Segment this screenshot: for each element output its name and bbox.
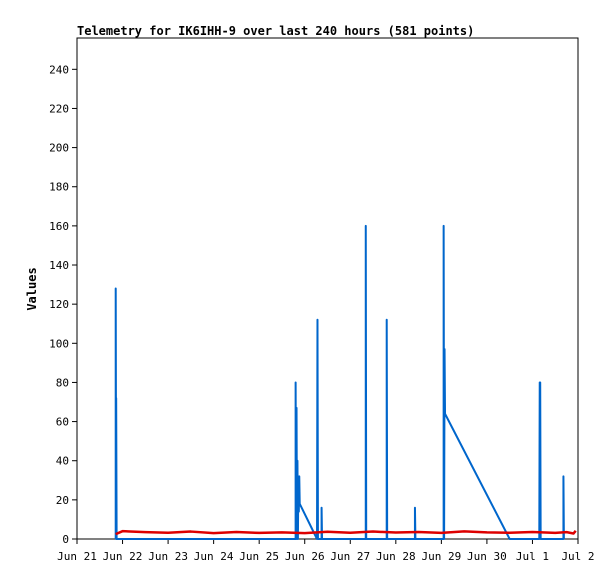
x-tick-label: Jun 21 (57, 550, 97, 563)
x-tick-label: Jun 26 (285, 550, 325, 563)
series-line-1 (114, 224, 565, 540)
x-tick-label: Jul 1 (516, 550, 549, 563)
x-tick-label: Jul 2 (561, 550, 594, 563)
plot-frame (76, 37, 579, 540)
y-tick-label: 240 (49, 63, 69, 76)
x-axis: Jun 21 Jun 22 Jun 23 Jun 24 Jun 25 Jun 26 Jun … (57, 539, 595, 563)
series-line-2 (115, 529, 577, 536)
y-tick-label: 140 (49, 259, 69, 272)
x-tick-label: Jun 25 (239, 550, 279, 563)
y-axis: 0 20 40 60 80 100 120 140 160 180 200 220 240 (49, 63, 77, 546)
y-tick-label: 100 (49, 337, 69, 350)
x-tick-label: Jun 23 (148, 550, 188, 563)
y-tick-label: 120 (49, 298, 69, 311)
y-tick-label: 200 (49, 142, 69, 155)
y-tick-label: 20 (56, 494, 69, 507)
y-tick-label: 80 (56, 376, 69, 389)
y-tick-label: 60 (56, 416, 69, 429)
x-tick-label: Jun 29 (421, 550, 461, 563)
x-tick-label: Jun 28 (376, 550, 416, 563)
series-layer (114, 224, 577, 540)
y-tick-label: 180 (49, 181, 69, 194)
x-tick-label: Jun 24 (194, 550, 234, 563)
chart-title: Telemetry for IK6IHH-9 over last 240 hou… (77, 24, 474, 38)
y-tick-label: 0 (62, 533, 69, 546)
x-tick-label: Jun 30 (467, 550, 507, 563)
x-tick-label: Jun 22 (103, 550, 143, 563)
y-tick-label: 40 (56, 455, 69, 468)
y-tick-label: 160 (49, 220, 69, 233)
y-axis-label: Values (25, 267, 39, 310)
x-tick-label: Jun 27 (330, 550, 370, 563)
y-tick-label: 220 (49, 102, 69, 115)
